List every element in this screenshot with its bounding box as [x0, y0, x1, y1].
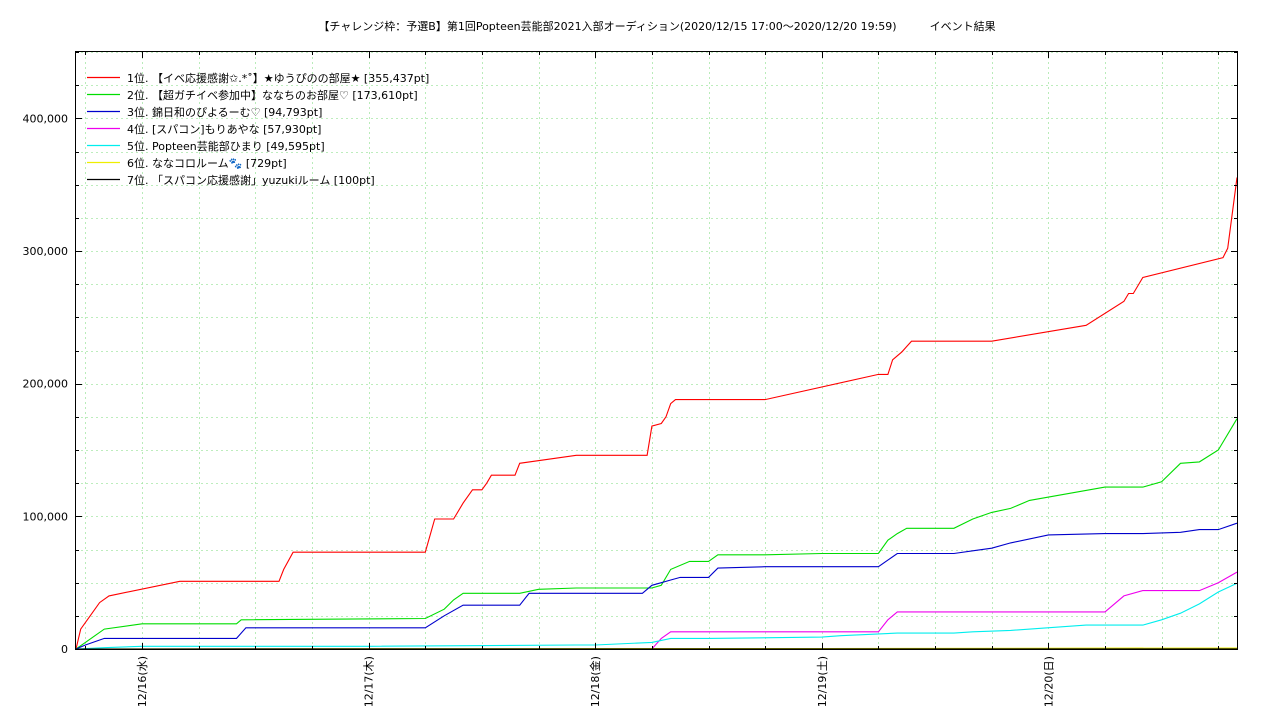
y-tick-label: 400,000 [23, 112, 69, 125]
y-tick-label: 100,000 [23, 510, 69, 523]
series-line [76, 571, 1238, 650]
grid-lines [76, 52, 1237, 649]
chart-title: 【チャレンジ枠：予選B】第1回Popteen芸能部2021入部オーディション(2… [318, 19, 995, 33]
x-tick-label: 12/18(金) [588, 656, 602, 707]
legend-label: 5位. Popteen芸能部ひまり [49,595pt] [127, 139, 325, 153]
plot-frame [75, 51, 1238, 650]
x-tick-label: 12/16(水) [136, 656, 149, 707]
legend-label: 4位. [スパコン]もりあやな [57,930pt] [127, 122, 321, 136]
y-tick-label: 300,000 [23, 245, 69, 258]
series-line [75, 177, 1238, 650]
legend-label: 3位. 錦日和のぴよるーむ♡ [94,793pt] [127, 105, 322, 119]
axes: 0 100,000 200,000 300,000 400,000 12/16(水) 12/… [23, 52, 1237, 707]
series-line [75, 522, 1238, 650]
x-tick-label: 12/19(土) [816, 656, 829, 707]
series-line [75, 582, 1238, 650]
legend-label: 6位. ななコロルーム🐾 [729pt] [127, 156, 287, 170]
legend-label: 7位. 「スパコン応援感謝」yuzukiルーム [100pt] [127, 173, 375, 187]
legend: 1位. 【イベ応援感謝✩.*˚】★ゆうぴのの部屋★ [355,437pt] 2位.… [87, 71, 429, 187]
y-tick-label: 0 [61, 643, 68, 656]
x-tick-label: 12/17(木) [363, 656, 376, 707]
legend-label: 1位. 【イベ応援感謝✩.*˚】★ゆうぴのの部屋★ [355,437pt] [127, 71, 429, 85]
series-lines [75, 177, 1238, 650]
series-line [75, 418, 1238, 650]
x-tick-label: 12/20(日) [1042, 656, 1055, 707]
y-tick-label: 200,000 [23, 378, 69, 391]
legend-label: 2位. 【超ガチイベ参加中】ななちのお部屋♡ [173,610pt] [127, 88, 418, 102]
